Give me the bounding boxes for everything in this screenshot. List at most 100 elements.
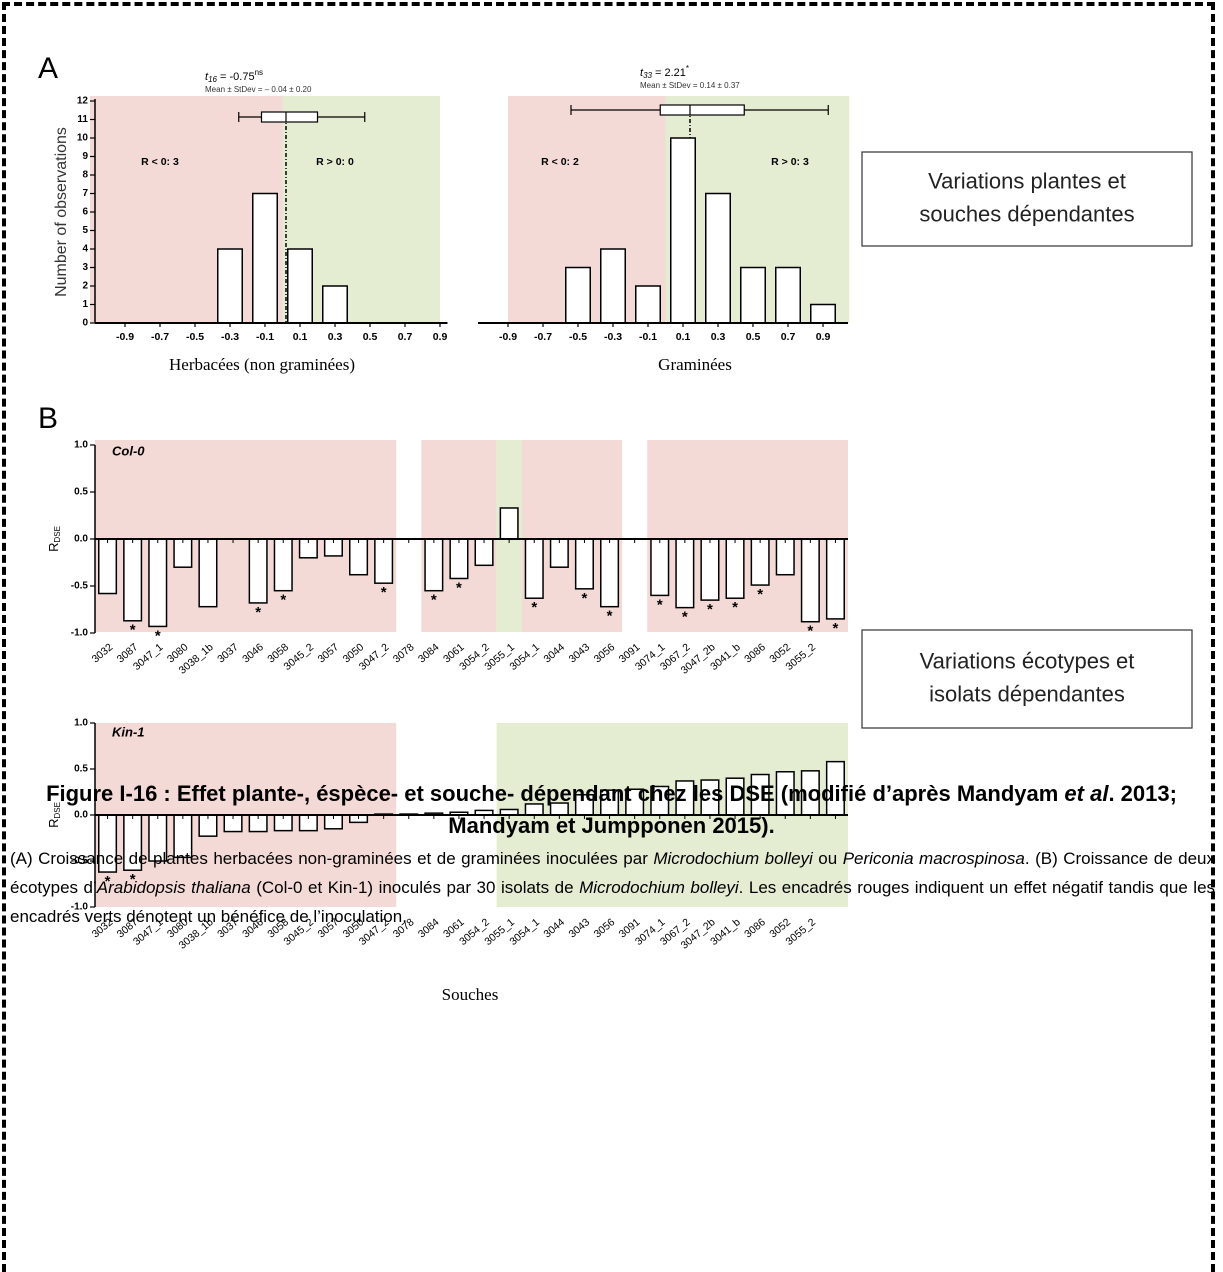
- x-tick-label: 3056: [592, 641, 618, 665]
- bar: [600, 248, 626, 324]
- y-axis-label-sub: DSE: [53, 802, 62, 818]
- x-tick-label: 0.9: [816, 331, 831, 343]
- x-tick-label: -0.9: [499, 331, 517, 343]
- bar: [349, 538, 369, 576]
- bar: [524, 538, 544, 599]
- stat: t33 = 2.21*: [640, 64, 689, 80]
- bar: [725, 538, 745, 599]
- significance-star: *: [431, 592, 437, 609]
- significance-star: *: [280, 592, 286, 609]
- box: [260, 111, 319, 123]
- bar: [750, 538, 770, 586]
- x-axis-label: Herbacées (non graminées): [169, 355, 355, 374]
- significance-star: *: [807, 623, 813, 640]
- significance-star: *: [255, 604, 261, 621]
- y-tick-label: 1: [82, 299, 88, 310]
- significance-star: *: [381, 584, 387, 601]
- x-tick-label: -0.7: [534, 331, 552, 343]
- y-tick-label: 4: [82, 244, 88, 255]
- significance-star: *: [833, 620, 839, 637]
- x-tick-label: -0.1: [256, 331, 274, 343]
- y-tick-label: -0.5: [71, 856, 89, 867]
- bar: [217, 248, 243, 324]
- bar: [705, 192, 731, 324]
- chart-title: Kin-1: [112, 724, 145, 739]
- stat-symbol: t: [205, 71, 209, 83]
- bar: [700, 538, 720, 601]
- x-tick-label: 3044: [541, 641, 567, 665]
- region-label: R < 0: 3: [141, 156, 179, 168]
- stat-df: 33: [643, 71, 652, 80]
- y-axis-label-main: R: [46, 819, 61, 828]
- stat-sig: *: [686, 64, 689, 73]
- caption-run: Microdochium bolleyi: [653, 849, 813, 868]
- caption-run: Periconia macrospinosa: [842, 849, 1025, 868]
- x-tick-label: 3043: [567, 641, 593, 665]
- stat: t16 = -0.75ns: [205, 68, 263, 84]
- y-tick-label: 2: [82, 281, 88, 292]
- x-tick-label: 3057: [316, 641, 342, 665]
- mean-sd: Mean ± StDev = – 0.04 ± 0.20: [205, 85, 312, 94]
- bar: [252, 192, 278, 324]
- x-tick-label: -0.3: [221, 331, 239, 343]
- x-axis-label: Souches: [442, 985, 499, 1004]
- bar: [675, 538, 695, 609]
- x-tick-label: 0.7: [398, 331, 413, 343]
- significance-star: *: [105, 873, 111, 890]
- y-tick-label: 0.0: [74, 534, 88, 545]
- x-tick-label: -0.1: [639, 331, 657, 343]
- significance-star: *: [130, 871, 136, 888]
- x-tick-label: 0.5: [746, 331, 761, 343]
- bar: [424, 538, 444, 592]
- bar: [198, 538, 218, 608]
- caption-run: Figure I-16 : Effet plante-, éspèce- et …: [46, 781, 1065, 806]
- y-tick-label: 6: [82, 207, 88, 218]
- x-tick-label: 0.1: [293, 331, 308, 343]
- significance-star: *: [456, 579, 462, 596]
- y-axis-label: RDSE: [46, 526, 62, 552]
- x-tick-label: 0.3: [711, 331, 726, 343]
- significance-star: *: [155, 627, 161, 644]
- region-label: R < 0: 2: [541, 156, 579, 168]
- bar: [148, 538, 168, 628]
- bar: [574, 538, 594, 590]
- y-axis-label-sub: DSE: [53, 526, 62, 542]
- caption-run: (A) Croissance de plantes herbacées non-…: [10, 849, 654, 868]
- y-tick-label: 9: [82, 151, 88, 162]
- significance-star: *: [130, 622, 136, 639]
- bar: [248, 538, 268, 604]
- bar: [173, 538, 193, 568]
- x-tick-label: 3046: [240, 641, 266, 665]
- y-tick-label: -0.5: [71, 581, 89, 592]
- region: [421, 440, 497, 632]
- bar: [123, 538, 143, 622]
- x-tick-label: -0.7: [151, 331, 169, 343]
- stat-value: = -0.75: [217, 71, 255, 83]
- significance-star: *: [657, 596, 663, 613]
- x-tick-label: 0.7: [781, 331, 796, 343]
- x-tick-label: -0.5: [569, 331, 587, 343]
- x-tick-label: 0.5: [363, 331, 378, 343]
- bar: [565, 266, 591, 324]
- caption-body: (A) Croissance de plantes herbacées non-…: [10, 844, 1215, 931]
- note-box: [861, 629, 1193, 729]
- y-tick-label: 1.0: [74, 440, 88, 451]
- bar: [775, 538, 795, 576]
- y-tick-label: 1.0: [74, 718, 88, 729]
- mean-sd: Mean ± StDev = 0.14 ± 0.37: [640, 81, 740, 90]
- region: [95, 440, 397, 632]
- bar: [449, 538, 469, 580]
- note-text: souches dépendantes: [919, 201, 1134, 226]
- chart-title: Col-0: [112, 443, 145, 458]
- bar: [810, 303, 836, 324]
- caption-run: . 2013; Mandyam et Jumpponen 2015).: [448, 781, 1177, 838]
- bar: [800, 538, 820, 623]
- note-text: Variations écotypes et: [920, 648, 1135, 673]
- significance-star: *: [582, 590, 588, 607]
- region: [90, 96, 283, 323]
- bar: [670, 137, 696, 324]
- y-tick-label: 10: [77, 133, 89, 144]
- x-tick-label: 3086: [742, 641, 768, 665]
- caption-title: Figure I-16 : Effet plante-, éspèce- et …: [20, 778, 1203, 842]
